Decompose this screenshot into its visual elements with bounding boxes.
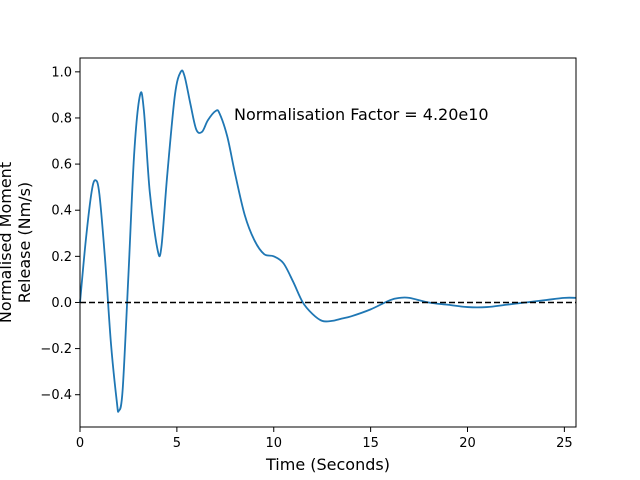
x-tick-label: 0	[76, 436, 84, 451]
y-tick-label: 0.4	[51, 204, 72, 219]
moment-release-line	[79, 69, 577, 413]
y-axis-label-line-2: Release (Nm/s)	[15, 182, 34, 303]
plot-frame	[79, 57, 577, 428]
series-layer	[79, 69, 577, 413]
normalisation-annotation: Normalisation Factor = 4.20e10	[234, 105, 489, 124]
y-tick-label: 0.6	[51, 158, 72, 173]
ticks: 0 5 10 15 20 25 −0.4 −0.2 0.0 0.2 0.4 0.6 0.8 1.0	[40, 65, 572, 451]
y-tick-label: 0.0	[51, 296, 72, 311]
x-tick-label: 15	[362, 436, 379, 451]
y-tick-label: 1.0	[51, 65, 72, 80]
y-tick-label: 0.2	[51, 250, 72, 265]
x-tick-label: 10	[265, 436, 282, 451]
x-tick-label: 25	[556, 436, 573, 451]
y-axis-label-line-1: Normalised Moment	[0, 162, 15, 323]
x-tick-label: 20	[459, 436, 476, 451]
y-tick-label: −0.2	[40, 342, 72, 357]
x-tick-label: 5	[173, 436, 181, 451]
x-axis-label: Time (Seconds)	[265, 455, 390, 474]
y-tick-label: 0.8	[51, 111, 72, 126]
y-tick-label: −0.4	[40, 388, 72, 403]
y-axis-label-group: Normalised Moment Release (Nm/s)	[0, 162, 34, 323]
